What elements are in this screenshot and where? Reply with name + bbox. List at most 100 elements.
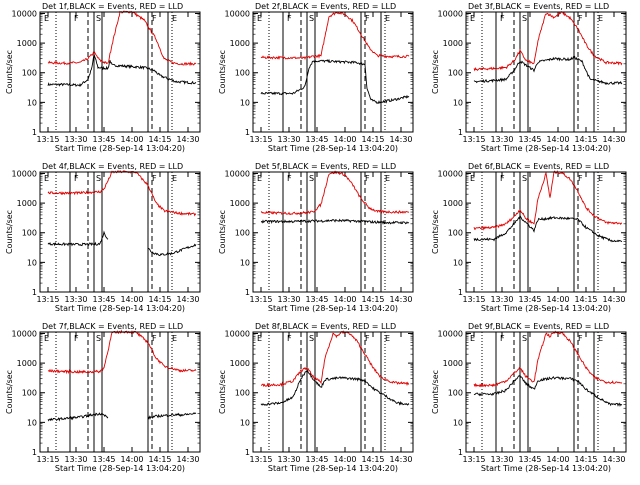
y-tick-label: 100 — [448, 229, 463, 238]
events-series-line — [473, 214, 623, 243]
y-tick-label: 1 — [245, 288, 250, 297]
lld-series-line — [260, 11, 410, 61]
y-tick-label: 1 — [32, 128, 37, 137]
panel-title: Det 3f,BLACK = Events, RED = LLD — [468, 2, 609, 11]
x-tick-label: 14:30 — [389, 455, 412, 464]
plot-frame — [39, 331, 201, 453]
marker-letter: E — [598, 334, 603, 343]
y-tick-label: 10000 — [12, 169, 37, 178]
x-tick-label: 14:15 — [361, 295, 384, 304]
marker-letter: E — [257, 14, 262, 23]
panel-title: Det 7f,BLACK = Events, RED = LLD — [42, 322, 183, 331]
x-tick-label: 13:45 — [305, 455, 328, 464]
lld-series-line — [473, 170, 623, 231]
panel-title: Det 8f,BLACK = Events, RED = LLD — [255, 322, 396, 331]
events-series-line — [260, 58, 410, 105]
marker-letter: F — [500, 174, 505, 183]
x-tick-label: 14:00 — [120, 455, 143, 464]
x-tick-label: 13:15 — [36, 295, 59, 304]
marker-letter: S — [309, 334, 314, 343]
y-tick-label: 10000 — [438, 169, 463, 178]
x-tick-label: 14:30 — [389, 135, 412, 144]
y-tick-label: 100 — [448, 69, 463, 78]
x-tick-label: 14:15 — [574, 295, 597, 304]
marker-letter: F — [74, 334, 79, 343]
y-tick-label: 1000 — [17, 39, 37, 48]
panel-title: Det 6f,BLACK = Events, RED = LLD — [468, 162, 609, 171]
marker-letter: E — [385, 334, 390, 343]
detector-panel: Det 1f,BLACK = Events, RED = LLD Counts/s… — [5, 2, 201, 153]
x-tick-label: 14:30 — [176, 135, 199, 144]
y-tick-label: 10000 — [12, 9, 37, 18]
x-tick-label: 13:45 — [92, 295, 115, 304]
events-series-line — [47, 412, 109, 422]
y-tick-label: 1000 — [17, 359, 37, 368]
x-tick-label: 13:30 — [490, 135, 513, 144]
marker-letter: F — [500, 14, 505, 23]
panel-title: Det 1f,BLACK = Events, RED = LLD — [42, 2, 183, 11]
x-tick-label: 13:15 — [36, 455, 59, 464]
y-tick-label: 1000 — [443, 359, 463, 368]
y-axis-label: Counts/sec — [431, 370, 440, 414]
marker-letter: E — [44, 14, 49, 23]
y-tick-label: 10000 — [225, 329, 250, 338]
events-series-line — [147, 412, 197, 420]
y-tick-label: 10 — [453, 98, 463, 107]
x-tick-label: 14:30 — [602, 135, 625, 144]
y-tick-label: 100 — [235, 389, 250, 398]
x-tick-label: 13:45 — [92, 135, 115, 144]
plot-frame — [252, 331, 414, 453]
marker-letter: E — [470, 334, 475, 343]
marker-letter: S — [96, 14, 101, 23]
x-axis-label: Start Time (28-Sep-14 13:04:20) — [55, 464, 185, 473]
marker-letter: F — [287, 334, 292, 343]
x-tick-label: 13:45 — [92, 455, 115, 464]
detector-panel: Det 6f,BLACK = Events, RED = LLD Counts/s… — [431, 162, 627, 313]
x-axis-label: Start Time (28-Sep-14 13:04:20) — [55, 144, 185, 153]
x-tick-label: 13:30 — [64, 295, 87, 304]
y-tick-label: 10000 — [438, 9, 463, 18]
events-series-line — [473, 55, 623, 86]
panel-title: Det 5f,BLACK = Events, RED = LLD — [255, 162, 396, 171]
marker-letter: F — [287, 174, 292, 183]
x-tick-label: 13:45 — [518, 135, 541, 144]
y-tick-label: 10000 — [438, 329, 463, 338]
y-tick-label: 1000 — [230, 39, 250, 48]
panel-title: Det 9f,BLACK = Events, RED = LLD — [468, 322, 609, 331]
x-tick-label: 13:30 — [277, 455, 300, 464]
y-tick-label: 1000 — [230, 199, 250, 208]
x-tick-label: 13:15 — [462, 135, 485, 144]
x-tick-label: 14:30 — [602, 295, 625, 304]
detector-panel: Det 8f,BLACK = Events, RED = LLD Counts/s… — [218, 322, 414, 473]
y-axis-label: Counts/sec — [5, 50, 14, 94]
marker-letter: S — [522, 14, 527, 23]
lld-series-line — [260, 170, 410, 215]
y-axis-label: Counts/sec — [218, 50, 227, 94]
x-tick-label: 14:15 — [148, 135, 171, 144]
x-tick-label: 14:00 — [546, 295, 569, 304]
y-tick-label: 10 — [240, 418, 250, 427]
y-tick-label: 100 — [235, 229, 250, 238]
x-tick-label: 14:00 — [120, 295, 143, 304]
marker-letter: F — [287, 14, 292, 23]
plot-frame — [252, 171, 414, 293]
x-tick-label: 14:00 — [333, 455, 356, 464]
x-tick-label: 14:30 — [176, 295, 199, 304]
y-tick-label: 10000 — [225, 169, 250, 178]
lld-series-line — [473, 11, 623, 72]
marker-letter: F — [152, 174, 157, 183]
x-tick-label: 13:30 — [277, 295, 300, 304]
x-tick-label: 13:45 — [305, 135, 328, 144]
x-tick-label: 14:15 — [361, 455, 384, 464]
y-tick-label: 1000 — [443, 199, 463, 208]
y-tick-label: 100 — [22, 389, 37, 398]
marker-letter: F — [578, 174, 583, 183]
x-tick-label: 14:00 — [120, 135, 143, 144]
detector-panel: Det 9f,BLACK = Events, RED = LLD Counts/s… — [431, 322, 627, 473]
marker-letter: E — [598, 14, 603, 23]
marker-letter: F — [578, 334, 583, 343]
y-tick-label: 1 — [32, 288, 37, 297]
marker-letter: E — [172, 334, 177, 343]
